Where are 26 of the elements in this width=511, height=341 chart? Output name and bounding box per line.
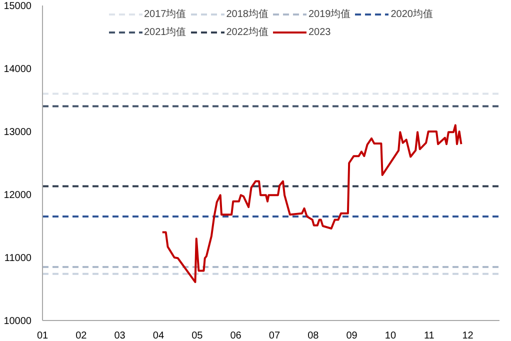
x-tick-label: 10: [384, 330, 396, 341]
line-series: [161, 124, 462, 284]
y-tick-label: 11000: [4, 253, 32, 264]
legend-label: 2021均值: [144, 26, 186, 39]
x-tick-label: 01: [36, 330, 48, 341]
legend-label: 2019均值: [308, 8, 351, 21]
x-tick-label: 07: [268, 330, 280, 341]
x-tick-label: 09: [346, 330, 358, 341]
y-tick-label: 13000: [4, 127, 32, 138]
x-tick-label: 03: [114, 330, 126, 341]
y-tick-label: 10000: [4, 316, 32, 327]
x-tick-label: 05: [192, 330, 204, 341]
x-tick-label: 08: [308, 330, 320, 341]
x-tick-label: 02: [76, 330, 88, 341]
y-tick-label: 14000: [4, 64, 32, 75]
legend-label: 2020均值: [390, 8, 433, 21]
legend-label: 2017均值: [144, 8, 186, 21]
legend-label: 2018均值: [226, 8, 268, 21]
x-tick-label: 11: [424, 330, 435, 341]
y-tick-label: 12000: [4, 190, 32, 201]
x-tick-label: 06: [230, 330, 242, 341]
x-tick-label: 04: [152, 330, 164, 341]
legend-label: 2022均值: [226, 26, 268, 39]
x-tick-label: 12: [462, 330, 474, 341]
legend-label: 2023: [308, 26, 331, 39]
y-tick-label: 15000: [4, 1, 32, 12]
